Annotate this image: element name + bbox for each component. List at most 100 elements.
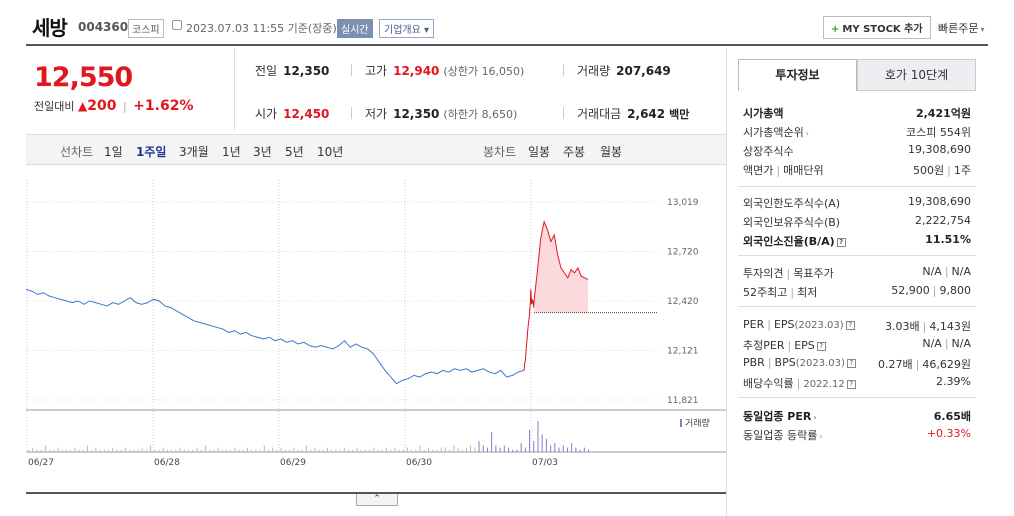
change-percent: +1.62%: [133, 98, 194, 114]
volume-bar: [28, 449, 29, 452]
volume-bar: [541, 434, 543, 452]
volume-bar: [583, 447, 585, 452]
high-price: 고가 12,940 (상한가 16,050): [365, 64, 525, 78]
stock-header: 세방 004360 코스피 2023.07.03 11:55 기준(장중) 실시…: [26, 10, 988, 46]
tab-orderbook-10[interactable]: 호가 10단계: [857, 59, 976, 91]
volume-bar: [331, 449, 333, 452]
x-tick-label: 06/29: [280, 458, 306, 466]
sector-per-row[interactable]: 동일업종 PER › 6.65배: [743, 410, 971, 423]
volume-bar: [61, 449, 63, 452]
volume-bar: [209, 449, 211, 452]
market-badge: 코스피: [128, 19, 164, 38]
tab-weekly[interactable]: 주봉: [563, 145, 586, 159]
quick-order-button[interactable]: 빠른주문 ▾: [938, 22, 985, 35]
volume-bar: [53, 449, 55, 452]
volume-bar: [268, 449, 269, 452]
volume-bar: [108, 449, 109, 452]
volume-bar: [335, 449, 337, 452]
volume-bar: [238, 449, 240, 452]
volume-bar: [326, 447, 328, 452]
volume-bar: [453, 445, 455, 452]
plus-icon: +: [831, 24, 840, 35]
volume-bar: [166, 449, 168, 452]
volume-bar: [373, 447, 375, 452]
x-tick-label: 06/30: [406, 458, 432, 466]
volume-bar: [343, 447, 345, 452]
volume-bar: [339, 449, 341, 452]
company-overview-button[interactable]: 기업개요 ▾: [379, 19, 434, 38]
tab-3m[interactable]: 3개월: [179, 145, 209, 159]
chevron-right-icon: ›: [805, 129, 809, 138]
volume-bar: [49, 449, 51, 452]
tab-3y[interactable]: 3년: [253, 145, 272, 159]
volume-bar: [141, 447, 143, 452]
volume-bar: [571, 443, 573, 452]
volume-bar: [524, 447, 526, 452]
volume-bar: [86, 445, 88, 452]
volume-bar: [213, 449, 215, 452]
clock-icon: [172, 20, 182, 30]
volume-bar: [116, 449, 118, 452]
volume-bar: [558, 447, 560, 452]
volume-bar: [545, 438, 547, 452]
est-per-row: 추정PER | EPS? N/A | N/A: [743, 337, 971, 352]
line-chart-label: 선차트: [60, 145, 94, 159]
volume-bar: [32, 447, 34, 452]
volume-bar: [356, 447, 358, 452]
volume-bar: [305, 445, 307, 452]
volume-bar: [284, 449, 286, 452]
my-stock-add-button[interactable]: + MY STOCK 추가: [823, 16, 931, 39]
current-price-box: 12,550 전일대비 ▲200 | +1.62%: [26, 48, 234, 130]
help-icon: ?: [836, 237, 846, 247]
price-line-today: [523, 219, 589, 371]
pbr-bps-row: PBR | BPS(2023.03)? 0.27배 | 46,629원: [743, 356, 971, 371]
volume-bar: [95, 447, 97, 452]
volume-bar: [461, 449, 463, 452]
tab-5y[interactable]: 5년: [285, 145, 304, 159]
candle-chart-label: 봉차트: [483, 145, 517, 159]
volume-bar: [145, 449, 147, 452]
y-tick-label: 13,019: [667, 198, 699, 208]
volume-bar: [529, 429, 531, 452]
volume-label: 거래량: [685, 417, 710, 429]
volume-bar: [562, 445, 564, 452]
volume-bar: [44, 445, 46, 452]
volume-bar: [192, 449, 194, 452]
volume-bar: [444, 447, 446, 452]
tab-1d[interactable]: 1일: [104, 145, 123, 159]
x-tick-label: 06/28: [154, 458, 180, 466]
volume-bar: [520, 443, 522, 452]
tab-1y[interactable]: 1년: [222, 145, 241, 159]
volume-bar: [230, 449, 232, 452]
tab-10y[interactable]: 10년: [317, 145, 344, 159]
dividend-row: 배당수익률 | 2022.12? 2.39%: [743, 375, 971, 390]
volume-bar: [465, 447, 467, 452]
volume-bar: [251, 449, 253, 452]
volume-bar: [133, 449, 135, 452]
volume-bar: [394, 447, 396, 452]
volume-bar: [402, 449, 404, 452]
volume-bar: [314, 447, 316, 452]
price-chart[interactable]: 13,019 12,720 12,420 12,121 11,821 06/27 06/2…: [25, 166, 726, 468]
volume-bar: [310, 449, 312, 452]
quote-datetime: 2023.07.03 11:55 기준(장중): [186, 22, 337, 35]
realtime-badge[interactable]: 실시간: [337, 19, 373, 38]
market-cap-rank-row[interactable]: 시가총액순위 › 코스피 554위: [743, 126, 971, 139]
open-price: 시가 12,450: [255, 107, 330, 121]
par-value-row: 액면가 | 매매단위 500원 | 1주: [743, 164, 971, 177]
volume-bar: [255, 449, 257, 452]
tab-daily[interactable]: 일봉: [528, 145, 551, 159]
volume-bar: [512, 449, 514, 452]
volume-bar: [40, 449, 42, 452]
y-tick-label: 12,121: [667, 347, 699, 357]
tab-1w[interactable]: 1주일: [136, 145, 167, 159]
tab-invest-info[interactable]: 투자정보: [738, 59, 857, 91]
volume-bar: [322, 449, 324, 452]
volume-bar: [246, 447, 248, 452]
tab-monthly[interactable]: 월봉: [600, 145, 623, 159]
sector-change-row[interactable]: 동일업종 등락률 › +0.33%: [743, 427, 971, 442]
expand-chart-button[interactable]: ⌃: [356, 494, 398, 506]
volume-bar: [360, 449, 362, 452]
volume-bar: [348, 449, 349, 452]
opinion-row: 투자의견 | 목표주가 N/A | N/A: [743, 265, 971, 280]
